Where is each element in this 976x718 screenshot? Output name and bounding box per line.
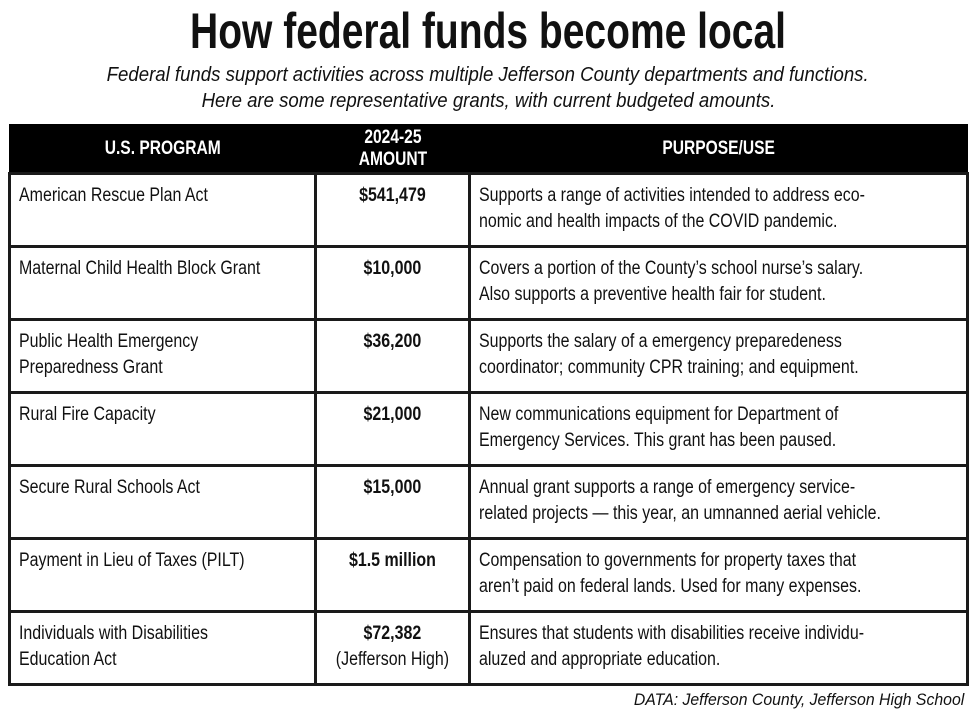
program-cell: Public Health Emergency Preparedness Gran… <box>7 318 318 394</box>
table-row: Payment in Lieu of Taxes (PILT) $1.5 mill… <box>7 537 969 613</box>
header-purpose: PURPOSE/USE <box>468 124 969 175</box>
amount-cell-line: $541,479 <box>359 185 426 206</box>
table-row: Individuals with Disabilities Education A… <box>7 610 969 686</box>
purpose-cell: Supports a range of activities intended … <box>468 172 969 248</box>
amount-cell-line: $72,382 <box>363 623 422 644</box>
header-program: U.S. PROGRAM <box>8 124 317 175</box>
purpose-cell-line: aren’t paid on federal lands. Used for m… <box>479 576 862 597</box>
purpose-cell-line: Ensures that students with disabilities … <box>479 623 865 644</box>
program-cell: Individuals with Disabilities Education A… <box>7 610 318 686</box>
purpose-cell-line: New communications equipment for Departm… <box>479 404 839 425</box>
purpose-cell: Compensation to governments for property… <box>468 537 969 613</box>
purpose-cell: Ensures that students with disabilities … <box>468 610 969 686</box>
amount-cell: $21,000 <box>314 391 472 467</box>
purpose-cell: Supports the salary of a emergency prepa… <box>468 318 969 394</box>
amount-cell: $15,000 <box>314 464 472 540</box>
subtitle-text: Here are some representative grants, wit… <box>201 90 775 112</box>
program-cell-line: Rural Fire Capacity <box>19 404 156 425</box>
page-title: How federal funds become local <box>0 4 976 58</box>
program-cell: Maternal Child Health Block Grant <box>7 245 318 321</box>
purpose-cell-line: Supports the salary of a emergency prepa… <box>479 331 842 352</box>
program-cell-line: Secure Rural Schools Act <box>19 477 200 498</box>
purpose-cell: New communications equipment for Departm… <box>468 391 969 467</box>
amount-cell: $72,382 (Jefferson High) <box>314 610 472 686</box>
program-cell-line: American Rescue Plan Act <box>19 185 208 206</box>
program-cell-line: Maternal Child Health Block Grant <box>19 258 261 279</box>
header-row: U.S. PROGRAM 2024-25 AMOUNT PURPOSE/USE <box>8 124 969 175</box>
amount-cell: $541,479 <box>314 172 472 248</box>
purpose-cell-line: coordinator; community CPR training; and… <box>479 357 859 378</box>
amount-cell-line: $21,000 <box>363 404 422 425</box>
amount-cell: $1.5 million <box>314 537 472 613</box>
table-row: Maternal Child Health Block Grant $10,000… <box>7 245 969 321</box>
source-note: DATA: Jefferson County, Jefferson High S… <box>633 690 964 709</box>
amount-cell-line: $36,200 <box>363 331 422 352</box>
program-cell: Rural Fire Capacity <box>7 391 318 467</box>
purpose-cell: Covers a portion of the County’s school … <box>468 245 969 321</box>
program-cell-line: Public Health Emergency <box>19 331 199 352</box>
purpose-cell-line: nomic and health impacts of the COVID pa… <box>479 211 838 232</box>
table-row: American Rescue Plan Act $541,479 Supports… <box>7 172 969 248</box>
amount-cell-line: (Jefferson High) <box>336 649 450 670</box>
grants-table: U.S. PROGRAM 2024-25 AMOUNT PURPOSE/USE … <box>7 124 969 686</box>
amount-cell: $36,200 <box>314 318 472 394</box>
purpose-cell-line: Annual grant supports a range of emergen… <box>479 477 856 498</box>
program-cell: Payment in Lieu of Taxes (PILT) <box>7 537 318 613</box>
program-cell-line: Payment in Lieu of Taxes (PILT) <box>19 550 245 571</box>
table-row: Rural Fire Capacity $21,000 New communicat… <box>7 391 969 467</box>
purpose-cell-line: aluzed and appropriate education. <box>479 649 721 670</box>
subtitle-line-2: Here are some representative grants, wit… <box>0 89 976 113</box>
amount-cell-line: $1.5 million <box>349 550 437 571</box>
purpose-cell-line: Supports a range of activities intended … <box>479 185 866 206</box>
program-cell-line: Education Act <box>19 649 117 670</box>
table-row: Secure Rural Schools Act $15,000 Annual gr… <box>7 464 969 540</box>
purpose-cell-line: Emergency Services. This grant has been … <box>479 430 837 451</box>
header-amount: 2024-25 AMOUNT <box>314 124 471 175</box>
program-cell-line: Individuals with Disabilities <box>19 623 208 644</box>
subtitle-text: Federal funds support activities across … <box>107 64 869 86</box>
amount-cell: $10,000 <box>314 245 472 321</box>
program-cell: Secure Rural Schools Act <box>7 464 318 540</box>
purpose-cell-line: related projects — this year, an umnanne… <box>479 503 881 524</box>
purpose-cell: Annual grant supports a range of emergen… <box>468 464 969 540</box>
amount-cell-line: $10,000 <box>363 258 422 279</box>
purpose-cell-line: Also supports a preventive health fair f… <box>479 284 826 305</box>
program-cell-line: Preparedness Grant <box>19 357 163 378</box>
purpose-cell-line: Covers a portion of the County’s school … <box>479 258 864 279</box>
purpose-cell-line: Compensation to governments for property… <box>479 550 857 571</box>
subtitle-line-1: Federal funds support activities across … <box>0 63 976 87</box>
table-row: Public Health Emergency Preparedness Gran… <box>7 318 969 394</box>
title-text: How federal funds become local <box>190 3 786 59</box>
amount-cell-line: $15,000 <box>363 477 422 498</box>
program-cell: American Rescue Plan Act <box>7 172 318 248</box>
